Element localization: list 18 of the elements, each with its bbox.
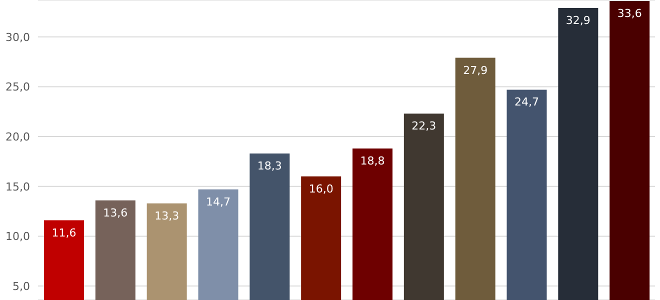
data-label: 24,7 bbox=[514, 96, 539, 109]
data-label: 32,9 bbox=[566, 14, 590, 27]
data-label: 11,6 bbox=[52, 226, 76, 240]
y-tick-label: 30,0 bbox=[6, 30, 30, 44]
data-label: 33,6 bbox=[617, 6, 642, 20]
y-tick-label: 10,0 bbox=[6, 230, 30, 244]
y-tick-label: 5,0 bbox=[12, 280, 30, 293]
data-label: 13,3 bbox=[154, 209, 180, 222]
data-label: 18,3 bbox=[257, 159, 282, 172]
data-label: 13,6 bbox=[103, 206, 128, 220]
y-tick-label: 25,0 bbox=[6, 80, 30, 94]
y-tick-label: 15,0 bbox=[6, 180, 30, 194]
data-label: 18,8 bbox=[360, 154, 385, 168]
data-label: 14,7 bbox=[206, 195, 230, 208]
data-label: 22,3 bbox=[412, 120, 436, 133]
data-label: 16,0 bbox=[308, 182, 334, 196]
data-label: 27,9 bbox=[463, 64, 488, 77]
y-tick-label: 20,0 bbox=[6, 130, 30, 144]
